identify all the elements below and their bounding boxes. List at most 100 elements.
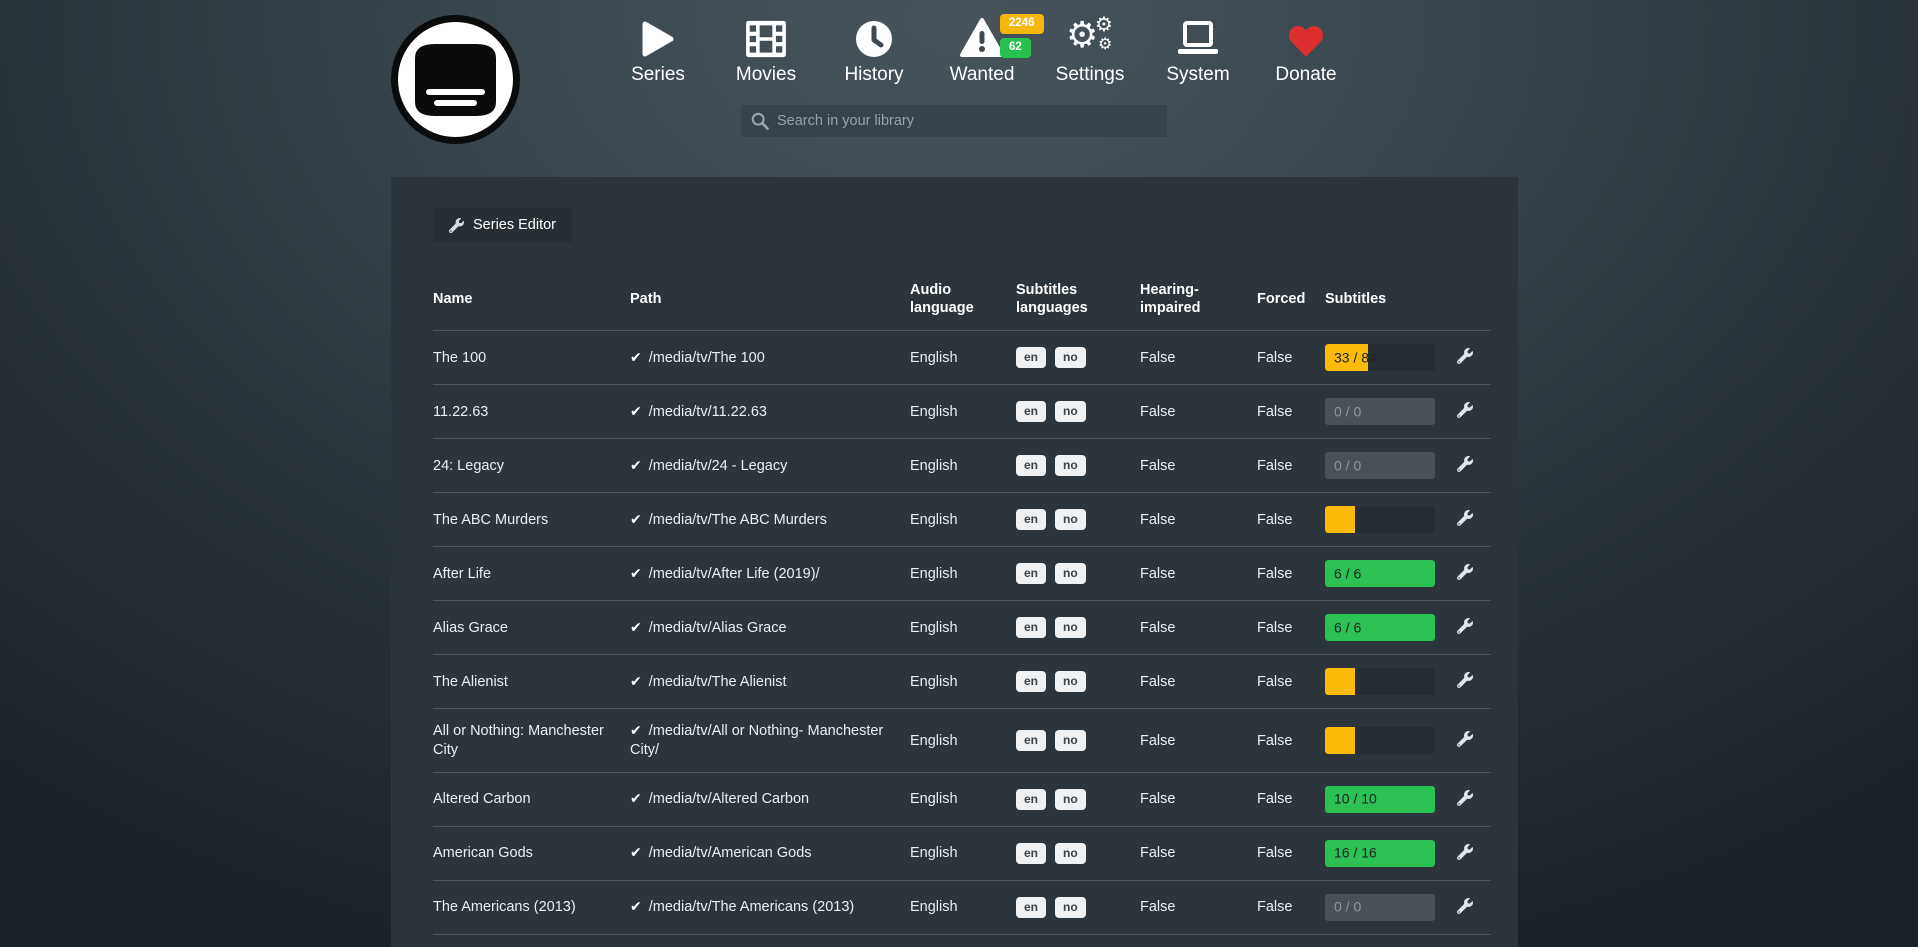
- path-valid-check-icon: ✔: [630, 791, 642, 808]
- table-row: 11.22.63 ✔/media/tv/11.22.63 English en no Fa…: [433, 384, 1491, 440]
- wrench-icon: [1456, 618, 1473, 635]
- series-table: Name Path Audio language Subtitles langu…: [433, 268, 1491, 947]
- row-tools-cell: [1455, 826, 1491, 881]
- path-text: /media/tv/Altered Carbon: [648, 791, 810, 808]
- edit-series-button[interactable]: [1455, 896, 1475, 919]
- audio-language: English: [910, 330, 1016, 386]
- row-tools-cell: [1455, 600, 1491, 656]
- subtitles-progress-cell: [1325, 708, 1455, 773]
- nav-donate[interactable]: Donate: [1256, 16, 1356, 86]
- bazarr-logo[interactable]: [390, 14, 521, 145]
- row-tools-cell: [1455, 438, 1491, 494]
- nav-history[interactable]: History: [824, 16, 924, 86]
- hearing-impaired-value: False: [1140, 934, 1257, 947]
- wrench-icon: [1456, 564, 1473, 581]
- language-tag: en: [1016, 730, 1047, 752]
- nav-movies[interactable]: Movies: [716, 16, 816, 86]
- nav-label: Donate: [1275, 64, 1337, 85]
- nav-system[interactable]: System: [1148, 16, 1248, 86]
- language-tag: no: [1055, 842, 1086, 864]
- audio-language: English: [910, 772, 1016, 827]
- subtitles-progress-bar: [1325, 668, 1435, 696]
- table-row: The Americans (2013) ✔ /media/tv/The Ameri…: [433, 880, 1491, 935]
- row-tools-cell: [1455, 546, 1491, 602]
- col-header-subtitles-languages: Subtitles languages: [1016, 268, 1140, 332]
- path-text: /media/tv/24 - Legacy: [648, 457, 788, 474]
- language-tag: en: [1016, 896, 1047, 918]
- audio-language: English: [910, 492, 1016, 548]
- edit-series-button[interactable]: [1455, 842, 1475, 865]
- hearing-impaired-value: False: [1140, 880, 1257, 935]
- path-text: /media/tv/American Gods: [648, 845, 812, 862]
- subtitles-progress-cell: 0 / 0: [1325, 384, 1455, 440]
- forced-value: False: [1257, 934, 1325, 947]
- path-valid-check-icon: ✔: [630, 899, 642, 916]
- progress-label: 33 / 84: [1334, 349, 1377, 365]
- path-valid-check-icon: ✔: [630, 511, 642, 528]
- edit-series-button[interactable]: [1455, 788, 1475, 811]
- subtitles-progress-cell: 0 / 0: [1325, 880, 1455, 935]
- table-row: The ABC Murders ✔ /media/tv/The ABC Murder…: [433, 492, 1491, 548]
- language-tag: en: [1016, 347, 1047, 369]
- edit-series-button[interactable]: [1455, 346, 1475, 369]
- progress-fill: [1325, 614, 1435, 642]
- edit-series-button[interactable]: [1455, 616, 1475, 639]
- subtitles-progress-bar: 0 / 0: [1325, 893, 1435, 921]
- progress-label: 16 / 16: [1334, 844, 1377, 861]
- path-valid-check-icon: ✔: [630, 673, 642, 690]
- language-tag: no: [1055, 401, 1086, 423]
- language-tag: en: [1016, 842, 1047, 864]
- subtitles-progress-cell: [1325, 654, 1455, 710]
- row-tools-cell: [1455, 708, 1491, 773]
- series-name: Another Life (2019): [433, 934, 630, 947]
- hearing-impaired-value: False: [1140, 772, 1257, 827]
- wrench-icon: [1456, 510, 1473, 527]
- forced-value: False: [1257, 826, 1325, 881]
- series-editor-button[interactable]: Series Editor: [433, 208, 573, 242]
- language-tag: en: [1016, 617, 1047, 639]
- series-name: 11.22.63: [433, 384, 630, 440]
- hearing-impaired-value: False: [1140, 708, 1257, 773]
- progress-fill: [1325, 506, 1355, 534]
- row-tools-cell: [1455, 492, 1491, 548]
- audio-language: English: [910, 438, 1016, 494]
- hearing-impaired-value: False: [1140, 600, 1257, 656]
- edit-series-button[interactable]: [1455, 508, 1475, 531]
- edit-series-button[interactable]: [1455, 562, 1475, 585]
- edit-series-button[interactable]: [1455, 729, 1475, 752]
- subtitles-progress-bar: 33 / 84: [1325, 344, 1435, 372]
- language-tag: no: [1055, 509, 1086, 531]
- edit-series-button[interactable]: [1455, 400, 1475, 423]
- row-tools-cell: [1455, 772, 1491, 827]
- wrench-icon: [449, 217, 464, 233]
- edit-series-button[interactable]: [1455, 454, 1475, 477]
- forced-value: False: [1257, 384, 1325, 440]
- path-text: /media/tv/The 100: [648, 349, 765, 366]
- progress-fill: [1325, 785, 1435, 813]
- language-tag: no: [1055, 347, 1086, 369]
- nav-wanted[interactable]: Wanted 2246 62: [932, 14, 1044, 86]
- edit-series-button[interactable]: [1455, 670, 1475, 693]
- col-header-hearing-impaired: Hearing-impaired: [1140, 268, 1257, 332]
- series-path: ✔ /media/tv/The Americans (2013): [630, 880, 910, 935]
- subtitles-progress-bar: 10 / 10: [1325, 785, 1435, 813]
- forced-value: False: [1257, 772, 1325, 827]
- language-tag: en: [1016, 401, 1047, 423]
- hearing-impaired-value: False: [1140, 654, 1257, 710]
- series-name: The 100: [433, 330, 630, 386]
- search-input[interactable]: [777, 113, 1157, 129]
- path-valid-check-icon: ✔: [630, 457, 642, 474]
- audio-language: English: [910, 654, 1016, 710]
- table-row: 24: Legacy ✔ /media/tv/24 - Legacy English e…: [433, 438, 1491, 494]
- wrench-icon: [1456, 348, 1473, 365]
- subtitles-progress-cell: 6 / 6: [1325, 546, 1455, 602]
- series-name: Altered Carbon: [433, 772, 630, 827]
- audio-language: English: [910, 546, 1016, 602]
- nav-settings[interactable]: ⚙ ⚙ ⚙ Settings: [1040, 14, 1140, 86]
- nav-series[interactable]: Series: [608, 16, 708, 86]
- subtitles-progress-bar: 0 / 0: [1325, 398, 1435, 426]
- wanted-movies-badge: 62: [1000, 37, 1031, 58]
- path-text: /media/tv/The Alienist: [648, 673, 787, 690]
